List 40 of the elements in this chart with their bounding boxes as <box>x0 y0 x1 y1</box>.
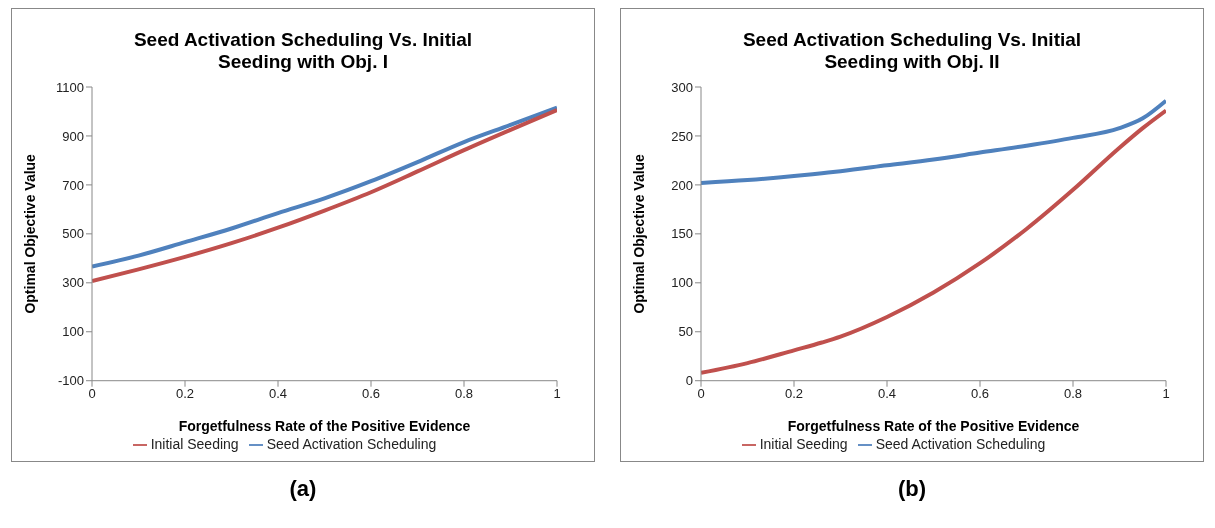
line-series <box>701 108 1166 375</box>
x-tick-label: 0.6 <box>361 385 381 401</box>
legend-label: Initial Seeding <box>150 435 239 452</box>
x-tick-label: 0.6 <box>970 385 990 401</box>
x-axis-title: Forgetfulness Rate of the Positive Evidence <box>178 417 471 434</box>
text: (b) <box>897 476 927 502</box>
x-tick-label: 1 <box>553 385 561 401</box>
y-axis-title: Optimal Objective Value <box>630 153 647 314</box>
y-tick-label: 100 <box>671 275 693 291</box>
line-series <box>701 98 1166 185</box>
x-tick-label: 0 <box>88 385 96 401</box>
x-tick-label: 1 <box>1162 385 1170 401</box>
chart-title: Seed Activation Scheduling Vs. Initial Seeding with Obj. I <box>132 29 474 73</box>
y-tick-label: 250 <box>671 128 693 144</box>
x-axis-title: Forgetfulness Rate of the Positive Evidence <box>787 417 1080 434</box>
y-tick-label: 700 <box>62 177 84 193</box>
y-tick-label: 150 <box>671 226 693 242</box>
y-tick-label: 0 <box>685 373 693 389</box>
x-tick-label: 0 <box>697 385 705 401</box>
y-tick-label: -100 <box>57 373 84 389</box>
x-tick-label: 0.8 <box>1063 385 1083 401</box>
legend-label: Seed Activation Scheduling <box>875 435 1046 452</box>
y-tick-label: 500 <box>62 226 84 242</box>
y-axis-title: Optimal Objective Value <box>21 153 38 314</box>
y-tick-label: 300 <box>671 79 693 95</box>
x-tick-label: 0.4 <box>877 385 897 401</box>
y-tick-label: 50 <box>678 324 693 340</box>
y-tick-label: 300 <box>62 275 84 291</box>
y-tick-label: 1100 <box>56 79 84 95</box>
x-tick-label: 0.2 <box>175 385 195 401</box>
text: (a) <box>289 476 317 502</box>
y-tick-label: 200 <box>671 177 693 193</box>
y-tick-label: 900 <box>62 128 84 144</box>
x-tick-label: 0.4 <box>268 385 288 401</box>
chart-title: Seed Activation Scheduling Vs. Initial Seeding with Obj. II <box>741 29 1083 73</box>
y-tick-label: 100 <box>62 324 84 340</box>
x-tick-label: 0.8 <box>454 385 474 401</box>
legend-label: Seed Activation Scheduling <box>266 435 437 452</box>
legend-label: Initial Seeding <box>759 435 848 452</box>
x-tick-label: 0.2 <box>784 385 804 401</box>
